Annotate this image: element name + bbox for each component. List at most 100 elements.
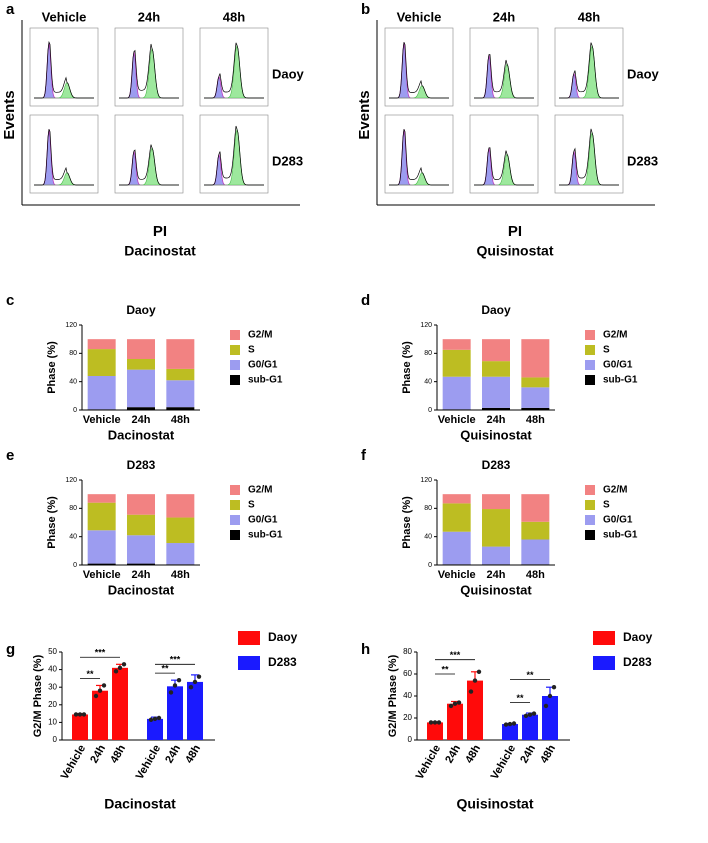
column-label: 24h [493, 9, 515, 24]
bar-segment [127, 563, 155, 565]
y-tick-label: 80 [69, 350, 77, 357]
legend-swatch [585, 345, 595, 355]
bar [147, 718, 163, 740]
panel-letter: d [361, 292, 370, 309]
bar [187, 681, 203, 740]
fit-curve [204, 125, 264, 186]
x-tick-label: 48h [171, 414, 190, 426]
y-tick-label: 50 [48, 647, 57, 656]
legend-swatch [585, 500, 595, 510]
data-point [93, 693, 99, 699]
column-label: 24h [138, 9, 160, 24]
y-axis-title: Phase (%) [401, 341, 413, 394]
data-point [148, 717, 154, 722]
y-axis-title: Events [356, 90, 373, 139]
legend-swatch [593, 656, 615, 670]
column-label: Vehicle [397, 9, 442, 24]
data-point [472, 678, 478, 683]
x-tick-label: Vehicle [414, 743, 443, 782]
bar-segment [482, 509, 510, 547]
panel-letter: a [6, 1, 15, 18]
data-point [192, 679, 198, 685]
bar-segment [442, 339, 471, 350]
legend-swatch [585, 530, 595, 540]
data-point [172, 683, 178, 688]
bar-segment [87, 563, 116, 565]
x-tick-label: 24h [487, 414, 506, 426]
data-point [81, 712, 87, 717]
data-point [452, 701, 458, 706]
panel-letter: g [6, 641, 15, 658]
legend-label: D283 [623, 655, 652, 669]
y-tick-label: 80 [69, 505, 77, 512]
x-tick-label: Vehicle [438, 414, 476, 426]
legend-swatch [230, 530, 240, 540]
bar-segment [87, 530, 116, 564]
legend-swatch [230, 485, 240, 495]
legend-label: S [248, 345, 255, 356]
legend-label: G2/M [603, 485, 627, 496]
x-tick-label: 24h [88, 743, 108, 766]
bar-segment [442, 503, 471, 532]
bar-segment [87, 349, 116, 376]
bar [447, 703, 463, 740]
y-tick-label: 20 [48, 700, 57, 709]
data-point [523, 713, 529, 718]
bar-segment [166, 339, 195, 369]
row-label: Daoy [272, 66, 305, 81]
x-tick-label: 24h [163, 743, 183, 766]
bar-segment [87, 376, 116, 410]
x-tick-label: 48h [108, 743, 128, 766]
bar [542, 696, 558, 740]
x-axis-title: Quisinostat [456, 796, 533, 812]
bar-segment [521, 339, 550, 378]
column-label: Vehicle [42, 9, 87, 24]
legend-label: G2/M [248, 485, 272, 496]
legend-swatch [585, 515, 595, 525]
y-tick-label: 40 [424, 379, 432, 386]
fit-curve [389, 129, 449, 186]
data-point [168, 690, 174, 695]
bar-segment [127, 339, 155, 359]
legend-label: sub-G1 [248, 375, 283, 386]
bar-segment [166, 368, 195, 381]
y-tick-label: 0 [53, 735, 58, 744]
bar-segment [482, 564, 510, 565]
data-point [456, 700, 462, 705]
fit-curve [559, 128, 619, 186]
bar-segment [166, 564, 195, 565]
data-point [196, 674, 202, 679]
data-point [188, 685, 194, 690]
bar-segment [521, 377, 550, 388]
y-tick-label: 20 [403, 713, 412, 722]
data-point [117, 665, 123, 671]
bar [427, 722, 443, 740]
bar [467, 680, 483, 740]
data-point [428, 720, 434, 725]
data-point [113, 669, 119, 674]
y-tick-label: 120 [420, 477, 432, 484]
legend-swatch [238, 631, 260, 645]
bar [522, 714, 538, 740]
data-point [511, 721, 517, 726]
data-point [547, 693, 553, 699]
legend-swatch [230, 515, 240, 525]
fit-curve [389, 42, 449, 99]
y-tick-label: 0 [428, 562, 432, 569]
data-point [436, 720, 442, 725]
significance-label: ** [516, 693, 524, 703]
legend-swatch [585, 360, 595, 370]
legend-label: G2/M [603, 330, 627, 341]
legend-label: G0/G1 [248, 360, 278, 371]
bar-segment [166, 380, 195, 408]
x-tick-label: Vehicle [438, 569, 476, 581]
bar-segment [442, 531, 471, 565]
data-point [101, 683, 107, 688]
panel-letter: c [6, 292, 14, 309]
column-label: 48h [223, 9, 245, 24]
bar-segment [482, 376, 510, 408]
x-tick-label: 24h [518, 743, 538, 766]
chart-title: Daoy [481, 303, 511, 317]
data-point [176, 677, 182, 683]
